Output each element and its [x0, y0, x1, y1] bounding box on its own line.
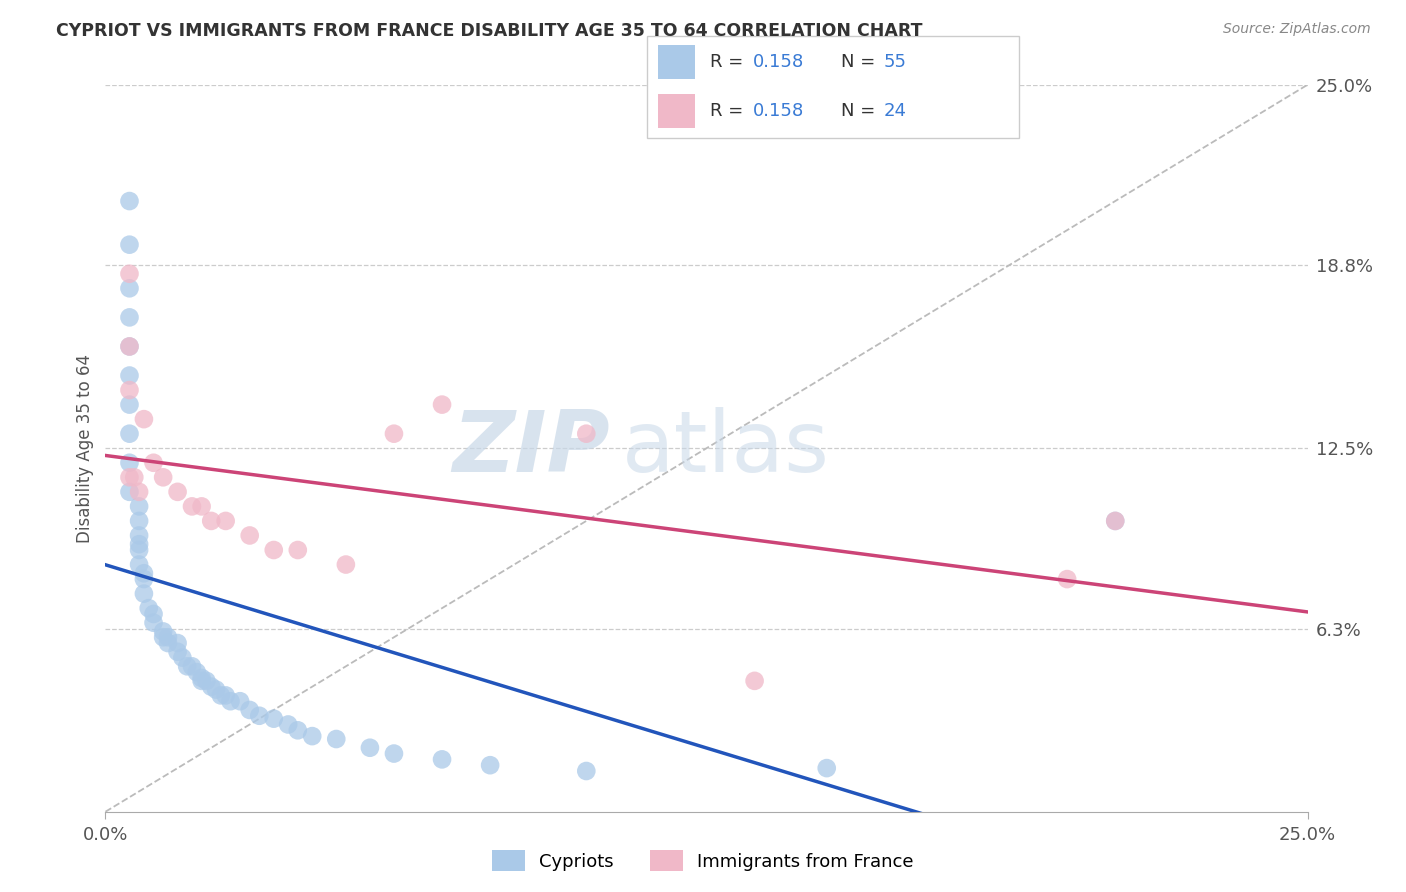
- Point: [301, 729, 323, 743]
- Point: [166, 645, 188, 659]
- Point: [152, 470, 174, 484]
- Point: [142, 607, 165, 621]
- Point: [142, 615, 165, 630]
- Point: [200, 514, 222, 528]
- Point: [128, 500, 150, 514]
- Point: [166, 484, 188, 499]
- Point: [128, 558, 150, 572]
- Point: [118, 310, 141, 325]
- Point: [263, 712, 285, 726]
- Point: [118, 339, 141, 353]
- Point: [152, 630, 174, 644]
- Text: 55: 55: [883, 53, 907, 70]
- Point: [132, 412, 155, 426]
- Point: [156, 636, 179, 650]
- Point: [335, 558, 357, 572]
- Point: [815, 761, 838, 775]
- Point: [176, 659, 198, 673]
- Point: [195, 673, 218, 688]
- Point: [219, 694, 242, 708]
- Point: [118, 484, 141, 499]
- Point: [575, 764, 598, 778]
- Text: N =: N =: [841, 53, 880, 70]
- Point: [263, 543, 285, 558]
- Point: [128, 537, 150, 551]
- Text: 24: 24: [883, 102, 907, 120]
- Text: ZIP: ZIP: [453, 407, 610, 490]
- Text: R =: R =: [710, 102, 749, 120]
- Point: [359, 740, 381, 755]
- Point: [190, 673, 212, 688]
- Point: [190, 500, 212, 514]
- Point: [1056, 572, 1078, 586]
- Point: [479, 758, 502, 772]
- Point: [118, 426, 141, 441]
- Bar: [658, 45, 695, 78]
- Text: CYPRIOT VS IMMIGRANTS FROM FRANCE DISABILITY AGE 35 TO 64 CORRELATION CHART: CYPRIOT VS IMMIGRANTS FROM FRANCE DISABI…: [56, 22, 922, 40]
- Point: [118, 281, 141, 295]
- Point: [118, 456, 141, 470]
- Point: [138, 601, 160, 615]
- Point: [430, 398, 453, 412]
- Point: [118, 398, 141, 412]
- Point: [132, 566, 155, 581]
- Point: [118, 237, 141, 252]
- Text: atlas: atlas: [623, 407, 831, 490]
- Point: [142, 456, 165, 470]
- Point: [166, 636, 188, 650]
- Point: [382, 426, 405, 441]
- Point: [1104, 514, 1126, 528]
- Point: [430, 752, 453, 766]
- Point: [128, 484, 150, 499]
- Point: [172, 650, 194, 665]
- Point: [744, 673, 766, 688]
- Text: 0.158: 0.158: [754, 53, 804, 70]
- Point: [152, 624, 174, 639]
- Bar: [658, 95, 695, 128]
- Point: [128, 543, 150, 558]
- Point: [132, 587, 155, 601]
- Y-axis label: Disability Age 35 to 64: Disability Age 35 to 64: [76, 354, 94, 542]
- FancyBboxPatch shape: [647, 36, 1019, 138]
- Point: [1104, 514, 1126, 528]
- Point: [181, 659, 204, 673]
- Point: [239, 703, 262, 717]
- Point: [124, 470, 146, 484]
- Point: [382, 747, 405, 761]
- Text: N =: N =: [841, 102, 880, 120]
- Point: [277, 717, 299, 731]
- Point: [118, 194, 141, 208]
- Point: [118, 383, 141, 397]
- Point: [205, 682, 228, 697]
- Point: [214, 514, 236, 528]
- Point: [190, 671, 212, 685]
- Point: [156, 630, 179, 644]
- Text: Source: ZipAtlas.com: Source: ZipAtlas.com: [1223, 22, 1371, 37]
- Point: [247, 708, 270, 723]
- Point: [287, 543, 309, 558]
- Point: [186, 665, 208, 680]
- Point: [132, 572, 155, 586]
- Point: [287, 723, 309, 738]
- Point: [214, 689, 236, 703]
- Point: [239, 528, 262, 542]
- Point: [128, 514, 150, 528]
- Legend: Cypriots, Immigrants from France: Cypriots, Immigrants from France: [485, 843, 921, 879]
- Text: 0.158: 0.158: [754, 102, 804, 120]
- Point: [181, 500, 204, 514]
- Point: [118, 470, 141, 484]
- Point: [128, 528, 150, 542]
- Point: [575, 426, 598, 441]
- Point: [229, 694, 252, 708]
- Point: [209, 689, 232, 703]
- Point: [325, 731, 347, 746]
- Point: [200, 680, 222, 694]
- Point: [118, 339, 141, 353]
- Point: [118, 267, 141, 281]
- Text: R =: R =: [710, 53, 749, 70]
- Point: [118, 368, 141, 383]
